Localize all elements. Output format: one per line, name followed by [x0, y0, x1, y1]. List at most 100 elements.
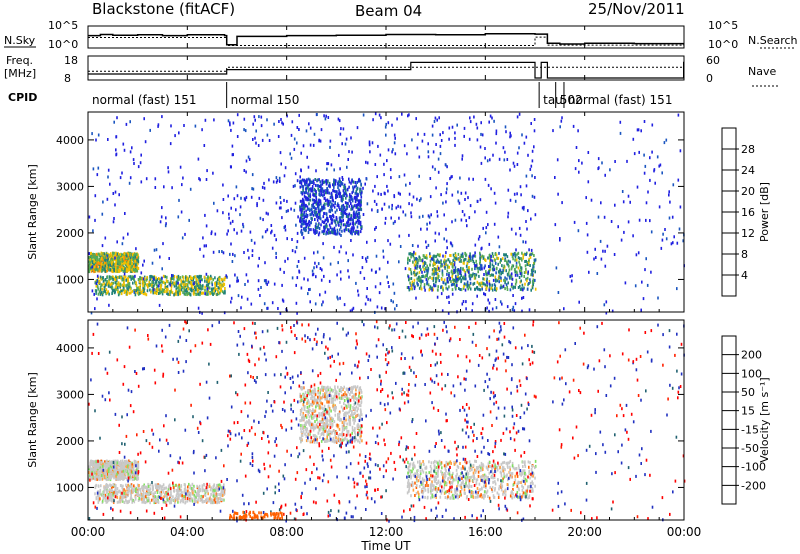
- power-cell: [563, 307, 565, 311]
- power-cell: [490, 273, 493, 277]
- power-cell: [342, 194, 344, 198]
- velocity-cell: [144, 492, 147, 496]
- power-cell: [500, 284, 502, 288]
- power-cell: [499, 260, 501, 264]
- power-cell: [353, 226, 355, 230]
- power-cell: [597, 157, 600, 161]
- velocity-cell: [91, 470, 93, 474]
- power-cell: [452, 259, 454, 263]
- power-cell: [302, 207, 304, 211]
- velocity-cell: [131, 470, 134, 474]
- power-cell: [116, 279, 118, 283]
- power-cell: [339, 184, 342, 188]
- power-cell: [472, 177, 474, 181]
- power-cell: [474, 210, 476, 214]
- power-cell: [190, 289, 193, 293]
- power-cell: [158, 284, 160, 288]
- power-cell: [585, 221, 588, 225]
- power-cell: [527, 153, 529, 157]
- power-cell: [498, 280, 500, 284]
- power-cell: [244, 198, 247, 202]
- power-cell: [152, 291, 155, 295]
- power-cell: [133, 290, 136, 294]
- power-cell: [460, 191, 463, 195]
- velocity-cell: [104, 493, 107, 497]
- power-cell: [356, 187, 358, 191]
- power-cell: [201, 278, 203, 282]
- power-cell: [311, 180, 313, 184]
- power-cell: [445, 282, 447, 286]
- power-cell: [449, 276, 452, 280]
- power-cell: [425, 278, 428, 282]
- power-cell: [507, 271, 510, 275]
- power-cell: [90, 254, 92, 258]
- power-cell: [413, 282, 415, 285]
- power-cell: [523, 205, 525, 209]
- power-cell: [229, 284, 231, 288]
- power-cell: [307, 292, 309, 296]
- power-cell: [443, 260, 445, 264]
- power-cell: [159, 278, 161, 282]
- power-cell: [198, 278, 200, 282]
- power-cell: [125, 269, 128, 273]
- power-cell: [461, 252, 464, 256]
- power-cell: [152, 288, 155, 292]
- power-cell: [224, 289, 226, 293]
- power-cell: [180, 279, 182, 283]
- power-cell: [376, 210, 379, 213]
- power-cell: [302, 144, 305, 148]
- power-cell: [343, 228, 346, 232]
- power-cell: [157, 123, 160, 127]
- power-cell: [122, 256, 125, 259]
- power-cell: [340, 234, 342, 237]
- power-cell: [300, 191, 303, 195]
- power-cell: [390, 216, 392, 220]
- power-cell: [604, 173, 606, 177]
- power-cell: [122, 288, 125, 292]
- power-cell: [459, 288, 461, 291]
- power-cell: [471, 309, 473, 313]
- power-cell: [350, 214, 353, 218]
- velocity-cell: [111, 470, 113, 474]
- power-cell: [525, 267, 527, 271]
- power-cell: [462, 300, 465, 303]
- power-cell: [233, 228, 235, 232]
- power-cell: [671, 215, 674, 219]
- power-cell: [159, 255, 161, 259]
- power-cell: [124, 275, 127, 279]
- power-cell: [120, 276, 122, 280]
- power-cell: [587, 180, 590, 184]
- power-cell: [473, 261, 476, 265]
- velocity-cell: [119, 474, 122, 478]
- power-cell: [219, 287, 222, 291]
- power-cell: [330, 191, 333, 195]
- power-cell: [627, 194, 630, 198]
- power-cell: [188, 275, 191, 279]
- power-cell: [619, 131, 622, 135]
- power-cell: [267, 212, 269, 216]
- power-cell: [508, 275, 511, 279]
- power-cell: [100, 262, 102, 266]
- power-cell: [253, 115, 256, 119]
- power-cell: [237, 279, 239, 283]
- power-cell: [476, 200, 479, 203]
- power-cell: [297, 215, 299, 219]
- power-cell: [106, 252, 109, 256]
- power-cell: [340, 222, 342, 226]
- power-cell: [448, 301, 450, 304]
- power-cell: [420, 197, 422, 201]
- velocity-cell: [186, 499, 189, 503]
- power-cell: [98, 281, 100, 285]
- power-cell: [127, 254, 129, 258]
- velocity-cell: [121, 494, 124, 498]
- power-cell: [273, 282, 276, 286]
- power-cell: [332, 203, 335, 207]
- power-cell: [175, 287, 178, 291]
- power-cell: [119, 253, 121, 257]
- power-cell: [392, 148, 394, 152]
- power-cell: [518, 276, 521, 279]
- power-cell: [260, 124, 263, 128]
- power-cell: [510, 284, 513, 288]
- power-cell: [139, 277, 142, 281]
- power-cell: [512, 257, 514, 261]
